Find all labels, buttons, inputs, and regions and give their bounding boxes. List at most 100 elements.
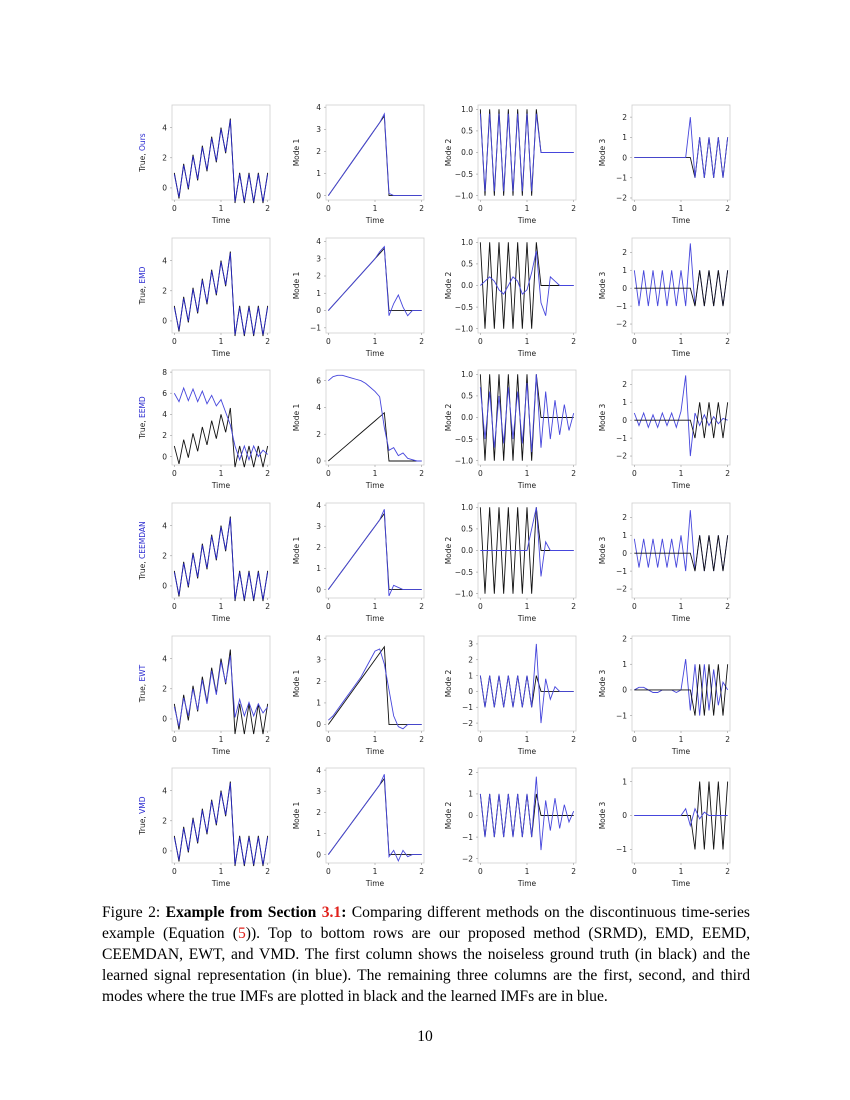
y-axis-label-text: True, — [138, 816, 147, 835]
y-tick-label: 1 — [622, 531, 627, 540]
y-tick-label: 2 — [162, 684, 167, 693]
y-tick-label: 2 — [622, 113, 627, 122]
caption-label: Figure 2: — [102, 904, 161, 921]
y-tick-label: 4 — [316, 766, 321, 775]
y-tick-label: 4 — [316, 501, 321, 510]
y-axis-label: True, EMD — [138, 266, 147, 305]
y-tick-label: 3 — [316, 254, 321, 263]
signal-line — [479, 793, 574, 838]
x-tick-label: 0 — [326, 867, 331, 876]
y-axis-label: Mode 2 — [444, 801, 453, 829]
y-tick-label: 1.0 — [461, 105, 473, 114]
x-axis-label: Time — [671, 879, 691, 888]
y-axis-label: True, VMD — [138, 796, 147, 835]
y-tick-label: 0 — [316, 306, 321, 315]
x-tick-label: 2 — [419, 735, 424, 744]
x-axis-label: Time — [211, 747, 231, 756]
signal-line — [327, 777, 422, 856]
signal-line — [327, 245, 422, 317]
y-axis-label: Mode 2 — [444, 271, 453, 299]
signal-line — [173, 783, 269, 865]
x-axis-label: Time — [671, 747, 691, 756]
x-axis-label: Time — [365, 747, 385, 756]
plot-frame — [325, 635, 425, 732]
y-tick-label: −1 — [616, 173, 627, 182]
x-tick-label: 2 — [419, 469, 424, 478]
y-tick-label: 2 — [622, 634, 627, 643]
x-tick-label: 1 — [219, 602, 224, 611]
x-tick-label: 1 — [525, 867, 530, 876]
y-axis-label: Mode 3 — [598, 138, 607, 166]
plot-frame — [171, 104, 271, 201]
y-axis-label: Mode 1 — [292, 669, 301, 697]
y-tick-label: 1.0 — [461, 238, 473, 247]
signal-line — [328, 411, 422, 462]
caption-text: Comparing different methods on the disco… — [102, 904, 750, 942]
y-axis-label-text: Mode 2 — [444, 801, 453, 829]
x-tick-label: 2 — [265, 337, 270, 346]
caption-bold-end: : — [341, 904, 347, 921]
y-tick-label: −0.5 — [455, 170, 473, 179]
y-tick-label: 0 — [622, 811, 627, 820]
x-tick-label: 2 — [725, 469, 730, 478]
x-tick-label: 1 — [525, 469, 530, 478]
y-tick-label: 2 — [316, 147, 321, 156]
signal-line — [634, 664, 729, 716]
y-tick-label: 2 — [468, 655, 473, 664]
y-tick-label: 4 — [316, 237, 321, 246]
y-tick-label: −0.5 — [455, 568, 473, 577]
x-tick-label: 0 — [478, 867, 483, 876]
x-tick-label: 0 — [478, 735, 483, 744]
y-axis-label-text: Mode 3 — [598, 801, 607, 829]
plot-frame — [325, 104, 425, 201]
x-tick-label: 0 — [172, 469, 177, 478]
y-tick-label: 1.0 — [461, 370, 473, 379]
y-axis-label-text: Mode 2 — [444, 138, 453, 166]
plot-frame — [171, 767, 271, 864]
x-tick-label: 2 — [265, 867, 270, 876]
y-tick-label: 2 — [316, 430, 321, 439]
signal-line — [479, 242, 574, 329]
y-axis-label-text: True, — [138, 684, 147, 703]
x-axis-label: Time — [365, 481, 385, 490]
signal-line — [479, 776, 575, 851]
signal-line — [327, 509, 422, 597]
x-tick-label: 1 — [525, 602, 530, 611]
y-tick-label: −0.5 — [455, 303, 473, 312]
y-tick-label: 6 — [316, 376, 321, 385]
x-tick-label: 2 — [265, 204, 270, 213]
y-tick-label: 4 — [162, 410, 167, 419]
x-axis-label: Time — [365, 879, 385, 888]
y-tick-label: 0 — [316, 585, 321, 594]
y-tick-label: −0.5 — [455, 435, 473, 444]
figure: 0 1 2 0 2 4 Time True, Ours 0 1 2 0 1 2 3 4 Time Mode 1 0 1… — [138, 103, 731, 888]
method-name: CEEMDAN — [138, 521, 147, 559]
y-tick-label: 2 — [162, 153, 167, 162]
y-axis-label-text: True, — [138, 286, 147, 305]
signal-line — [634, 117, 729, 178]
y-tick-label: 0 — [622, 686, 627, 695]
y-tick-label: −1 — [616, 567, 627, 576]
plot-frame — [631, 237, 731, 334]
x-tick-label: 0 — [478, 204, 483, 213]
y-tick-label: −1 — [310, 324, 321, 333]
x-tick-label: 2 — [265, 735, 270, 744]
signal-line — [173, 407, 269, 468]
x-tick-label: 1 — [373, 602, 378, 611]
y-axis-label-text: Mode 1 — [292, 801, 301, 829]
y-tick-label: 2 — [622, 248, 627, 257]
signal-line — [633, 510, 729, 572]
y-axis-label-text: Mode 1 — [292, 138, 301, 166]
y-tick-label: 1 — [316, 289, 321, 298]
y-tick-label: 3 — [316, 787, 321, 796]
x-tick-label: 1 — [219, 204, 224, 213]
y-tick-label: −1.0 — [455, 456, 473, 465]
y-tick-label: 2 — [316, 543, 321, 552]
x-axis-label: Time — [365, 614, 385, 623]
y-tick-label: −2 — [616, 194, 627, 203]
y-tick-label: 1 — [468, 671, 473, 680]
y-tick-label: 8 — [162, 368, 167, 377]
y-tick-label: 0.0 — [461, 413, 473, 422]
x-tick-label: 2 — [419, 602, 424, 611]
signal-line — [479, 643, 574, 724]
